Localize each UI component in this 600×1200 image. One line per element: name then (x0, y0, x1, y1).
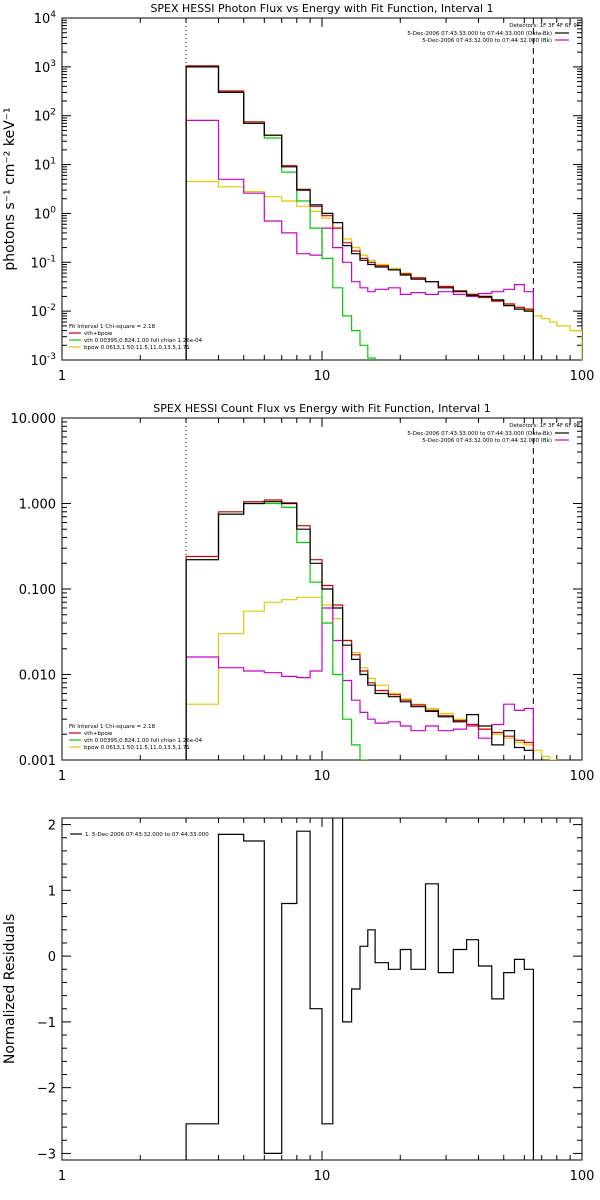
y-tick-label: 10.000 (11, 412, 57, 427)
series-total (185, 66, 534, 360)
x-tick-label: 100 (570, 769, 595, 784)
y-tick-exponent: -3 (47, 352, 56, 362)
series-background (185, 607, 534, 760)
series-vth (185, 66, 376, 360)
y-tick-base: 10 (30, 256, 47, 271)
y-tick-label: −3 (37, 1147, 56, 1162)
x-tick-label: 100 (570, 1169, 595, 1184)
y-tick-label: 101 (34, 157, 56, 174)
x-tick-label: 1 (58, 1169, 66, 1184)
legend-entry: vth+bpow (84, 731, 113, 737)
y-tick-label: 0 (48, 950, 56, 965)
series-background (185, 119, 534, 360)
y-tick-base: 10 (34, 207, 51, 222)
x-tick-label: 1 (58, 369, 66, 384)
y-tick-label: 10-1 (30, 254, 56, 271)
x-tick-label: 10 (314, 1169, 331, 1184)
y-tick-label: 1.000 (19, 498, 56, 513)
x-tick-label: 1 (58, 769, 66, 784)
legend-entry: 5-Dec-2006 07:43:33.000 to 07:44:33.000 … (407, 431, 552, 437)
legend-fit-info: Fit Interval 1 Chi-square = 2.18 (69, 324, 156, 330)
legend-detectors: Detectors: 1F 3F 4F 6F 9F (509, 423, 580, 429)
y-tick-exponent: -1 (47, 254, 56, 264)
legend-detectors: Detectors: 1F 3F 4F 6F 9F (509, 23, 580, 29)
legend-entry: vth 0.00395,0.824,1.00 full chian 1.26e-… (84, 738, 203, 744)
y-tick-label: 1 (48, 884, 56, 899)
series-vth (185, 502, 369, 760)
legend-entry: 5-Dec-2006 07:43:32.000 to 07:44:32.000 … (422, 38, 552, 44)
y-tick-label: 100 (34, 205, 57, 222)
photon-flux-panel: SPEX HESSI Photon Flux vs Energy with Fi… (2, 2, 594, 384)
y-tick-label: 2 (48, 819, 56, 834)
series-fit-total (185, 65, 534, 360)
legend-entry: 1. 5-Dec-2006 07:43:32.000 to 07:44:33.0… (85, 832, 209, 838)
y-tick-label: −1 (37, 1016, 56, 1031)
y-axis-label: Normalized Residuals (2, 914, 18, 1064)
series-bpow (185, 180, 582, 360)
y-tick-label: 0.001 (19, 754, 56, 769)
legend-entry: bpow 0.0613,1.50,11.5,11.0,13.5,1.71 (84, 345, 190, 351)
legend-entry: 5-Dec-2006 07:43:33.000 to 07:44:33.000 … (407, 31, 552, 37)
series-bpow (185, 596, 558, 760)
x-tick-label: 100 (570, 369, 595, 384)
y-tick-base: 10 (34, 61, 51, 76)
x-tick-label: 10 (314, 369, 331, 384)
y-tick-label: 0.010 (19, 669, 56, 684)
y-tick-base: 10 (34, 12, 51, 27)
chart-title: SPEX HESSI Count Flux vs Energy with Fit… (153, 402, 490, 415)
y-tick-base: 10 (30, 354, 47, 369)
y-tick-label: 103 (34, 59, 56, 76)
legend-entry: vth+bpow (84, 331, 113, 337)
y-tick-exponent: 0 (50, 205, 56, 215)
y-tick-label: 102 (34, 108, 56, 125)
legend-entry: 5-Dec-2006 07:43:32.000 to 07:44:32.000 … (422, 438, 552, 444)
series-total (185, 501, 534, 760)
legend-entry: vth 0.00395,0.824,1.00 full chian 1.26e-… (84, 338, 203, 344)
y-tick-base: 10 (34, 159, 51, 174)
y-tick-exponent: 1 (50, 157, 56, 167)
x-tick-label: 10 (314, 769, 331, 784)
count-flux-panel: SPEX HESSI Count Flux vs Energy with Fit… (11, 402, 595, 784)
y-tick-label: 104 (34, 10, 57, 27)
y-tick-base: 10 (30, 305, 47, 320)
y-tick-label: 10-3 (30, 352, 56, 369)
y-axis-label: photons s⁻¹ cm⁻² keV⁻¹ (2, 107, 18, 270)
y-tick-base: 10 (34, 110, 51, 125)
legend-fit-info: Fit Interval 1 Chi-square = 2.18 (69, 724, 156, 730)
y-tick-exponent: -2 (47, 303, 56, 313)
y-tick-label: −2 (37, 1082, 56, 1097)
residuals-panel: 1 10 100 −3 −2 −1 0 1 2 Normalized Residuals 1. 5-… (2, 817, 595, 1184)
y-tick-exponent: 2 (50, 108, 56, 118)
y-tick-exponent: 4 (50, 10, 56, 20)
plot-frame (61, 17, 583, 361)
y-tick-exponent: 3 (50, 59, 56, 69)
y-tick-label: 10-2 (30, 303, 56, 320)
series-fit-total (185, 499, 534, 760)
legend-entry: bpow 0.0613,1.50,11.5,11.0,13.5,1.71 (84, 745, 190, 751)
series-total (185, 818, 534, 1160)
y-tick-label: 0.100 (19, 583, 56, 598)
chart-title: SPEX HESSI Photon Flux vs Energy with Fi… (150, 2, 493, 15)
